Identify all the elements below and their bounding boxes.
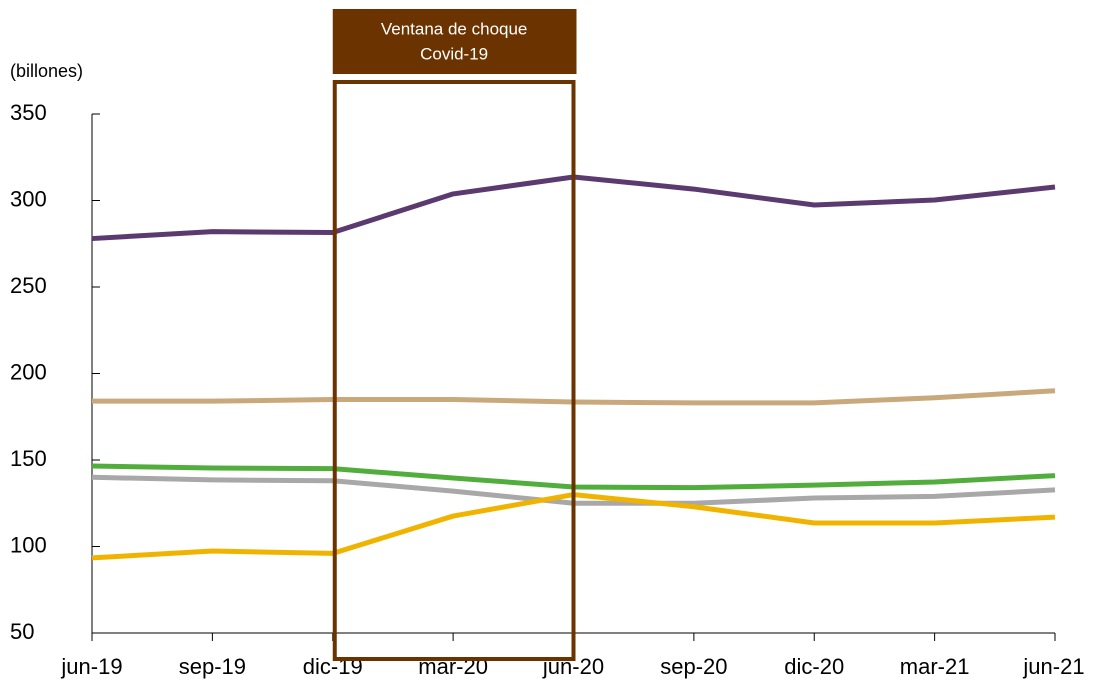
x-tick-label: jun-21 [1022, 654, 1084, 679]
y-tick-label: 350 [10, 100, 47, 125]
x-tick-label: sep-19 [179, 654, 246, 679]
window-label: Ventana de choque [381, 19, 528, 38]
window-label: Covid-19 [420, 44, 488, 63]
y-axis-label: (billones) [10, 61, 83, 81]
x-tick-label: mar-21 [900, 654, 970, 679]
y-tick-label: 300 [10, 186, 47, 211]
x-tick-label: sep-20 [660, 654, 727, 679]
x-tick-label: jun-19 [60, 654, 122, 679]
y-tick-label: 250 [10, 273, 47, 298]
y-tick-label: 200 [10, 359, 47, 384]
window-box [332, 80, 576, 661]
x-tick-label: dic-20 [784, 654, 844, 679]
y-tick-label: 50 [10, 619, 34, 644]
y-tick-label: 100 [10, 532, 47, 557]
y-tick-label: 150 [10, 446, 47, 471]
window-label-box [332, 9, 577, 74]
